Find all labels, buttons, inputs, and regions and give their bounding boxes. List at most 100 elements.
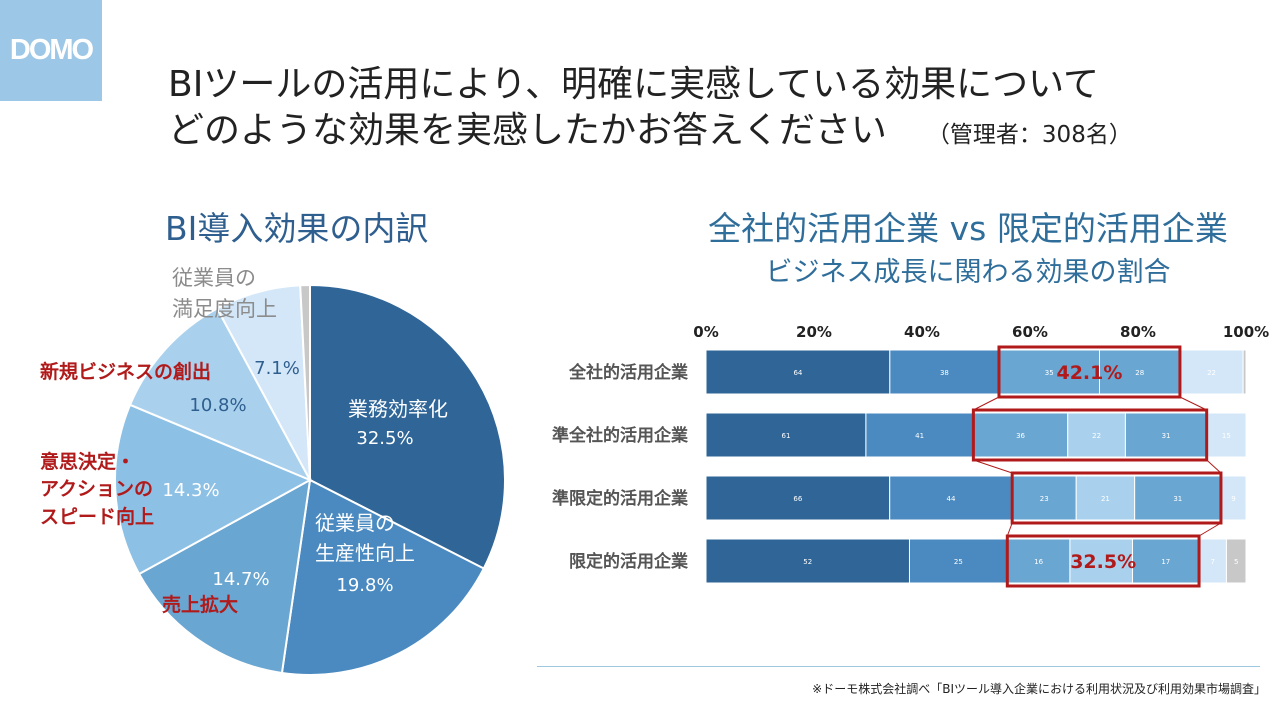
row-label: 限定的活用企業 [569,551,688,572]
bar-segment [1242,349,1247,395]
bar-segment [1124,412,1208,458]
segment-value-label: 35 [1045,369,1054,377]
x-tick-label: 80% [1120,323,1156,341]
bar-segment [705,412,867,458]
bar-chart-subtitle: ビジネス成長に関わる効果の割合 [765,257,1171,288]
domo-logo: DOMO [0,0,102,101]
bar-segment [1132,538,1200,584]
page-title: BIツールの活用により、明確に実感している効果について どのような効果を実感した… [168,62,1132,158]
segment-value-label: 21 [1101,495,1110,503]
segment-value-label: 44 [946,495,955,503]
connector-line [1206,459,1222,474]
pie-slice [309,283,506,570]
pie-label-decision-1: 意思決定・ [40,450,135,473]
bar-segment [1067,412,1126,458]
pie-chart-title: BI導入効果の内訳 [165,209,429,248]
pie-slice [114,403,313,576]
bar-segment [889,349,1000,395]
x-tick-label: 0% [693,323,718,341]
bar-segment [1206,412,1247,458]
pie-slice [128,307,313,483]
pie-label-prod-value: 19.8% [336,575,393,596]
highlight-connectors [973,396,1222,537]
bar-chart-title: 全社的活用企業 vs 限定的活用企業 [708,209,1228,248]
bar-segment [908,538,1008,584]
pie-chart: 業務効率化 32.5% 従業員の 生産性向上 19.8% 14.7% 14.3%… [40,266,506,676]
bar-segment [1099,349,1181,395]
pie-label-satisfaction-1: 従業員の [172,266,256,290]
pie-label-decision-2: アクションの [40,478,153,500]
segment-value-label: 31 [1173,495,1182,503]
segment-value-label: 66 [793,495,802,503]
bar-segment [1011,475,1077,521]
title-respondents: （管理者：308名） [926,122,1132,148]
connector-line [1179,396,1207,411]
bar-segment [889,475,1013,521]
pie-slice [280,478,486,676]
segment-value-label: 52 [803,558,812,566]
segment-value-label: 25 [954,558,963,566]
bar-segment [972,412,1069,458]
segment-value-label: 16 [1034,558,1043,566]
x-tick-label: 20% [796,323,832,341]
segment-value-label: 22 [1092,432,1101,440]
segment-value-label: 38 [940,369,949,377]
logo-text: DOMO [9,34,94,66]
segment-value-label: 15 [1222,432,1231,440]
highlight-box [997,345,1182,399]
bar-segment [1198,538,1227,584]
highlight-value-label: 32.5% [1070,551,1136,573]
bar-segment [1069,538,1134,584]
segment-value-label: 23 [1040,495,1049,503]
connector-line [973,459,1013,474]
x-tick-label: 60% [1012,323,1048,341]
x-tick-label: 100% [1223,323,1269,341]
row-label: 全社的活用企業 [568,362,688,383]
segment-value-label: 28 [1135,369,1144,377]
footer-divider [537,666,1260,667]
pie-label-work-name: 業務効率化 [348,397,448,421]
segment-value-label: 5 [1234,558,1238,566]
bar-segment [1006,538,1071,584]
segment-value-label: 64 [793,369,802,377]
pie-outside-labels: 売上拡大 意思決定・ アクションの スピード向上 新規ビジネスの創出 従業員の … [40,266,277,616]
title-line-2: どのような効果を実感したかお答えください （管理者：308名） [168,108,1132,158]
bar-segment [1075,475,1136,521]
bar-segment [1179,349,1244,395]
pie-label-sales-value: 14.7% [212,569,269,590]
pie-label-satisfaction-2: 満足度向上 [172,297,277,321]
title-line-2-text: どのような効果を実感したかお答えください [168,110,887,151]
pie-slices [114,283,506,676]
pie-slice [137,478,312,675]
segment-value-label: 61 [781,432,790,440]
pie-label-decision-value: 14.3% [162,480,219,501]
highlight-boxes: 42.1% 32.5% [971,345,1223,588]
row-label: 準限定的活用企業 [552,488,688,509]
segment-value-label: 31 [1162,432,1171,440]
pie-label-decision-3: スピード向上 [40,505,154,528]
bar-segment [1134,475,1222,521]
segment-value-label: 22 [1207,369,1216,377]
pie-label-work-value: 32.5% [356,428,413,449]
segment-value-label: 41 [915,432,924,440]
pie-inside-labels: 業務効率化 32.5% 従業員の 生産性向上 19.8% 14.7% 14.3%… [162,358,448,596]
highlight-box [1005,534,1201,588]
segment-value-label: 7 [1211,558,1215,566]
connector-line [1006,522,1013,537]
segment-value-label: 9 [1231,495,1235,503]
pie-slice [299,283,311,481]
title-line-1: BIツールの活用により、明確に実感している効果について [168,64,1099,105]
bar-rows: 全社的活用企業 64 38 35 28 22 準全社的活用企業 61 41 36 22 31 15 準限定… [552,349,1247,584]
highlight-box [1010,471,1223,525]
pie-label-prod-name-1: 従業員の [315,511,395,535]
pie-label-newbiz: 新規ビジネスの創出 [40,360,211,383]
bar-segment [998,349,1101,395]
bar-segment [1225,538,1247,584]
highlight-box [971,408,1209,462]
x-tick-label: 40% [904,323,940,341]
segment-value-label: 36 [1016,432,1025,440]
footnote: ※ドーモ株式会社調べ「BIツール導入企業における利用状況及び利用効果市場調査」 [812,682,1266,696]
row-label: 準全社的活用企業 [552,425,688,446]
pie-label-satisfaction-value: 7.1% [254,358,300,379]
